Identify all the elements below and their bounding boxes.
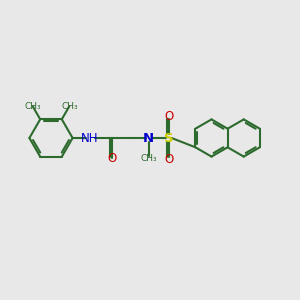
Text: NH: NH xyxy=(81,131,99,145)
Text: O: O xyxy=(164,153,173,166)
Text: S: S xyxy=(164,131,173,145)
Text: CH₃: CH₃ xyxy=(61,101,78,110)
Text: O: O xyxy=(164,110,173,123)
Text: O: O xyxy=(107,152,116,165)
Text: CH₃: CH₃ xyxy=(140,154,157,163)
Text: CH₃: CH₃ xyxy=(24,101,41,110)
Text: N: N xyxy=(143,131,154,145)
